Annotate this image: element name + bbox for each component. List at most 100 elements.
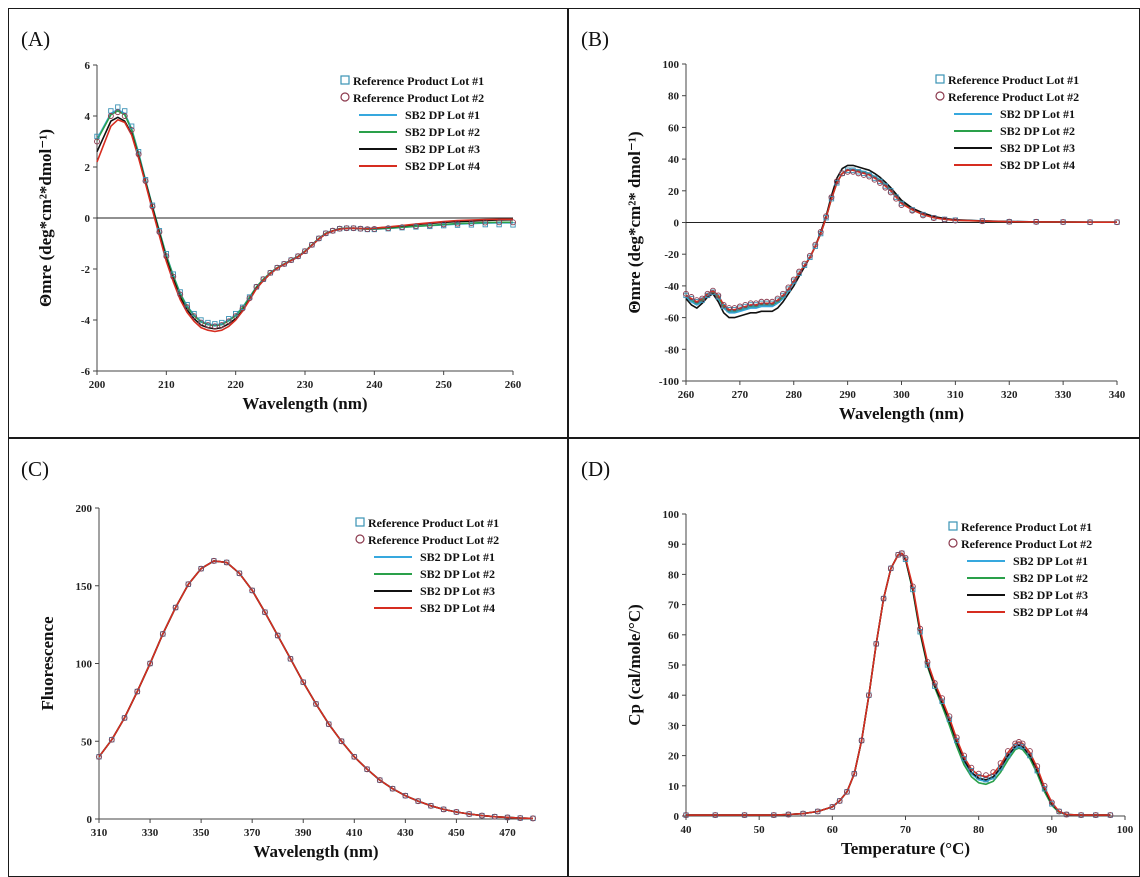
data-point [858,737,865,744]
data-point [295,253,302,260]
data-point [1092,812,1099,819]
data-point [142,178,149,184]
data-point [399,224,406,231]
legend-label: Reference Product Lot #2 [961,537,1092,551]
series-markers [683,168,1120,312]
data-point [191,310,197,317]
data-point [315,235,322,242]
legend-label: SB2 DP Lot #1 [1013,554,1088,568]
data-point [882,184,889,191]
series-line [685,164,1117,319]
x-tick-label: 350 [193,827,210,839]
data-point [1012,743,1018,750]
series-markers [683,550,1114,819]
data-point [205,319,211,326]
y-axis-title: Θmre (deg*cm²* dmol⁻¹) [625,131,644,313]
data-point [364,226,371,233]
data-point [496,221,502,228]
legend-label: SB2 DP Lot #2 [1000,124,1075,138]
data-point [909,207,916,214]
data-point [163,251,169,257]
legend-label: SB2 DP Lot #3 [1000,141,1075,155]
data-point [898,550,905,557]
x-tick-label: 40 [681,824,693,836]
data-point [887,565,894,572]
data-point [184,302,190,308]
data-point [172,604,179,611]
data-point [909,583,916,590]
data-point [720,301,727,308]
data-point [274,632,281,639]
data-point [683,290,689,297]
legend-label: Reference Product Lot #1 [353,74,484,88]
data-point [806,252,813,259]
data-point [129,123,135,129]
data-point [1019,743,1026,750]
legend-marker [948,521,958,531]
data-point [828,194,835,201]
data-point [232,313,239,320]
series-line [685,169,1117,313]
y-tick-label: 0 [674,811,680,823]
y-tick-label: 20 [668,186,680,198]
data-point [736,303,743,310]
legend-label: SB2 DP Lot #1 [420,550,495,564]
data-point [833,178,840,185]
data-point [223,559,230,566]
data-point [233,310,239,317]
data-point [796,268,803,275]
x-tick-label: 370 [244,827,261,839]
x-tick-label: 90 [1046,824,1058,836]
data-point [975,770,982,777]
data-point [924,662,931,668]
data-point [898,202,905,209]
legend: Reference Product Lot #1 Reference Produc… [340,74,484,173]
data-point [163,253,170,260]
data-point [800,810,807,817]
data-point [402,792,409,799]
data-point [338,738,345,745]
panel-c: 0 50 100 150 200 310 330 350 370 390 410 430 450 470 W… [8,438,568,877]
data-point [496,219,503,226]
data-point [931,680,938,687]
data-point [704,290,711,297]
data-point [941,216,948,223]
data-point [198,317,204,323]
data-point [731,305,738,312]
x-axis-title: Temperature (°C) [841,839,970,858]
data-point [115,104,121,110]
data-point [336,225,343,232]
data-point [219,319,225,326]
data-point [466,811,473,817]
data-point [343,225,350,232]
data-point [1041,782,1048,789]
y-tick-label: 50 [81,736,93,748]
data-point [185,581,192,588]
data-point [198,565,205,572]
data-point [917,625,924,632]
legend-label: SB2 DP Lot #3 [420,584,495,598]
x-tick-label: 220 [227,379,244,391]
data-point [147,660,154,667]
data-point [1041,786,1048,792]
data-point [385,225,392,232]
data-point [920,212,926,219]
data-point [210,557,217,564]
data-point [910,586,916,593]
legend-label: SB2 DP Lot #1 [405,108,480,122]
data-point [313,700,319,707]
series-line [98,560,534,820]
data-point [108,736,115,743]
y-tick-label: 0 [674,218,680,230]
y-axis-title: Fluorescence [38,616,57,711]
series-line [685,169,1117,311]
legend: Reference Product Lot #1 Reference Produc… [935,73,1079,172]
x-tick-label: 450 [448,827,465,839]
y-tick-label: 30 [668,720,680,732]
data-point [715,292,722,299]
x-axis-title: Wavelength (nm) [253,842,378,861]
data-point [177,291,184,298]
data-point [976,774,982,780]
series-markers [94,109,516,330]
data-point [1006,218,1013,225]
